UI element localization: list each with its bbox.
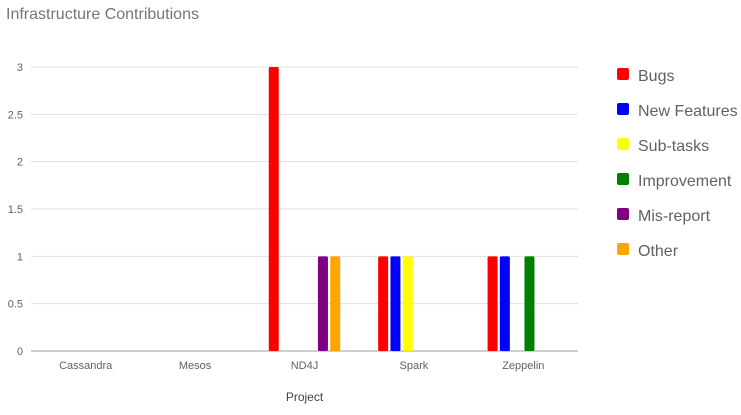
bar-sub-tasks-spark: [402, 256, 413, 351]
bar-bugs-spark: [378, 256, 389, 351]
legend-swatch-new-features: [617, 103, 629, 115]
x-axis-label: Project: [286, 390, 324, 404]
legend-label: Improvement: [638, 173, 732, 190]
legend-label: Mis-report: [638, 208, 711, 225]
x-tick-label: Cassandra: [59, 360, 113, 372]
y-tick-label: 1: [17, 251, 23, 263]
y-tick-label: 1.5: [8, 204, 23, 216]
x-tick-label: Spark: [400, 360, 429, 372]
legend-label: Bugs: [638, 68, 674, 85]
y-tick-label: 0: [17, 346, 23, 358]
bar-other-nd4j: [330, 256, 341, 351]
legend-swatch-improvement: [617, 173, 629, 185]
y-tick-label: 2.5: [8, 109, 23, 121]
legend-swatch-other: [617, 243, 629, 255]
x-tick-label: Zeppelin: [502, 360, 544, 372]
y-tick-label: 2: [17, 157, 23, 169]
legend-label: Other: [638, 243, 679, 260]
bar-new-features-spark: [390, 256, 401, 351]
x-tick-label: ND4J: [291, 360, 319, 372]
bar-new-features-zeppelin: [499, 256, 510, 351]
x-tick-label: Mesos: [179, 360, 212, 372]
legend-label: New Features: [638, 103, 738, 120]
y-tick-label: 0.5: [8, 299, 23, 311]
bar-bugs-zeppelin: [487, 256, 498, 351]
bar-improvement-zeppelin: [524, 256, 535, 351]
legend-label: Sub-tasks: [638, 138, 709, 155]
legend-swatch-bugs: [617, 68, 629, 80]
bar-bugs-nd4j: [268, 67, 279, 351]
chart-title: Infrastructure Contributions: [6, 6, 199, 23]
legend-swatch-sub-tasks: [617, 138, 629, 150]
legend-swatch-mis-report: [617, 208, 629, 220]
y-tick-label: 3: [17, 62, 23, 74]
bar-mis-report-nd4j: [317, 256, 328, 351]
